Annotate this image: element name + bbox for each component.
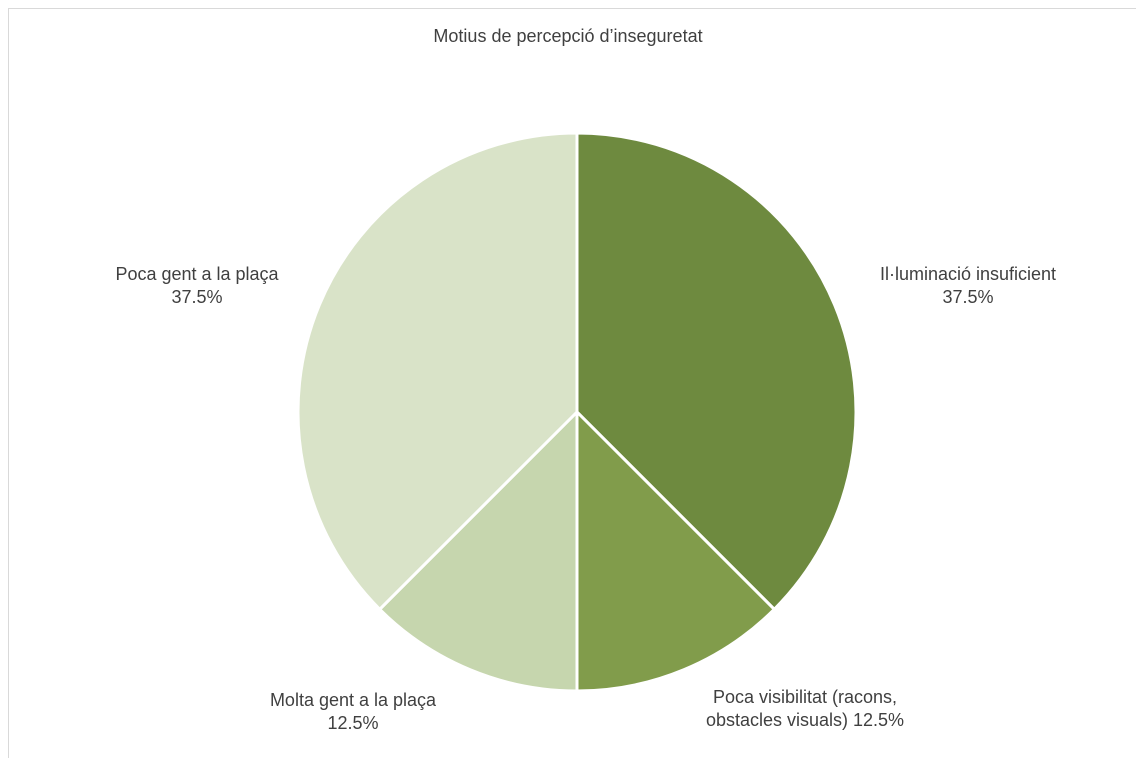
chart-frame [8, 8, 1136, 758]
slice-label-value: 37.5% [942, 287, 994, 307]
slice-label-value: 37.5% [171, 287, 223, 307]
slice-label-name: Il·luminació insuficient [879, 264, 1057, 284]
slice-label-name: Molta gent a la plaça [269, 690, 437, 710]
slice-label-molta-gent: Molta gent a la plaça 12.5% [228, 689, 478, 735]
slice-label-poca-gent: Poca gent a la plaça 37.5% [72, 263, 322, 309]
slice-illuminacio [575, 131, 858, 611]
chart-title: Motius de percepció d’inseguretat [433, 26, 703, 46]
slice-label-value: 12.5% [853, 710, 905, 730]
slice-label-name: Poca gent a la plaça [115, 264, 279, 284]
slice-poca-visibilitat [575, 410, 776, 693]
slice-poca-gent [296, 131, 579, 611]
slice-molta-gent [378, 410, 579, 693]
slice-label-value: 12.5% [327, 713, 379, 733]
slice-label-poca-visibilitat: Poca visibilitat (racons, obstacles visu… [690, 686, 920, 732]
slice-label-name: Poca visibilitat (racons, obstacles visu… [705, 687, 898, 730]
slice-label-illuminacio: Il·luminació insuficient 37.5% [838, 263, 1098, 309]
pie-slices [296, 131, 858, 693]
